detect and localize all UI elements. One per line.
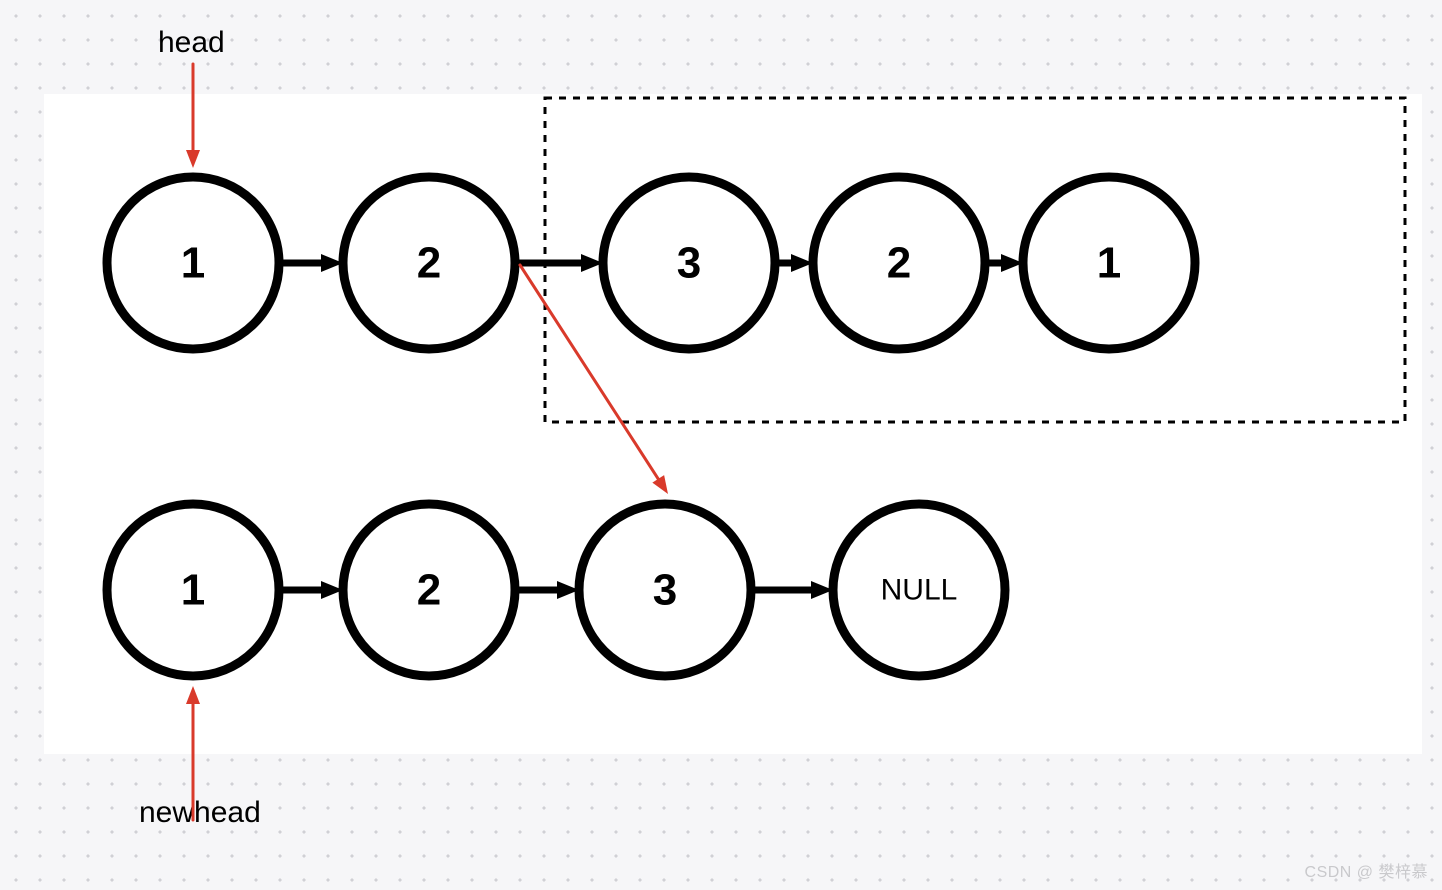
head-label: head xyxy=(158,26,225,60)
newhead-label: newhead xyxy=(139,796,261,830)
diagram-panel xyxy=(44,94,1422,754)
watermark: CSDN @ 樊梓慕 xyxy=(1305,858,1428,882)
